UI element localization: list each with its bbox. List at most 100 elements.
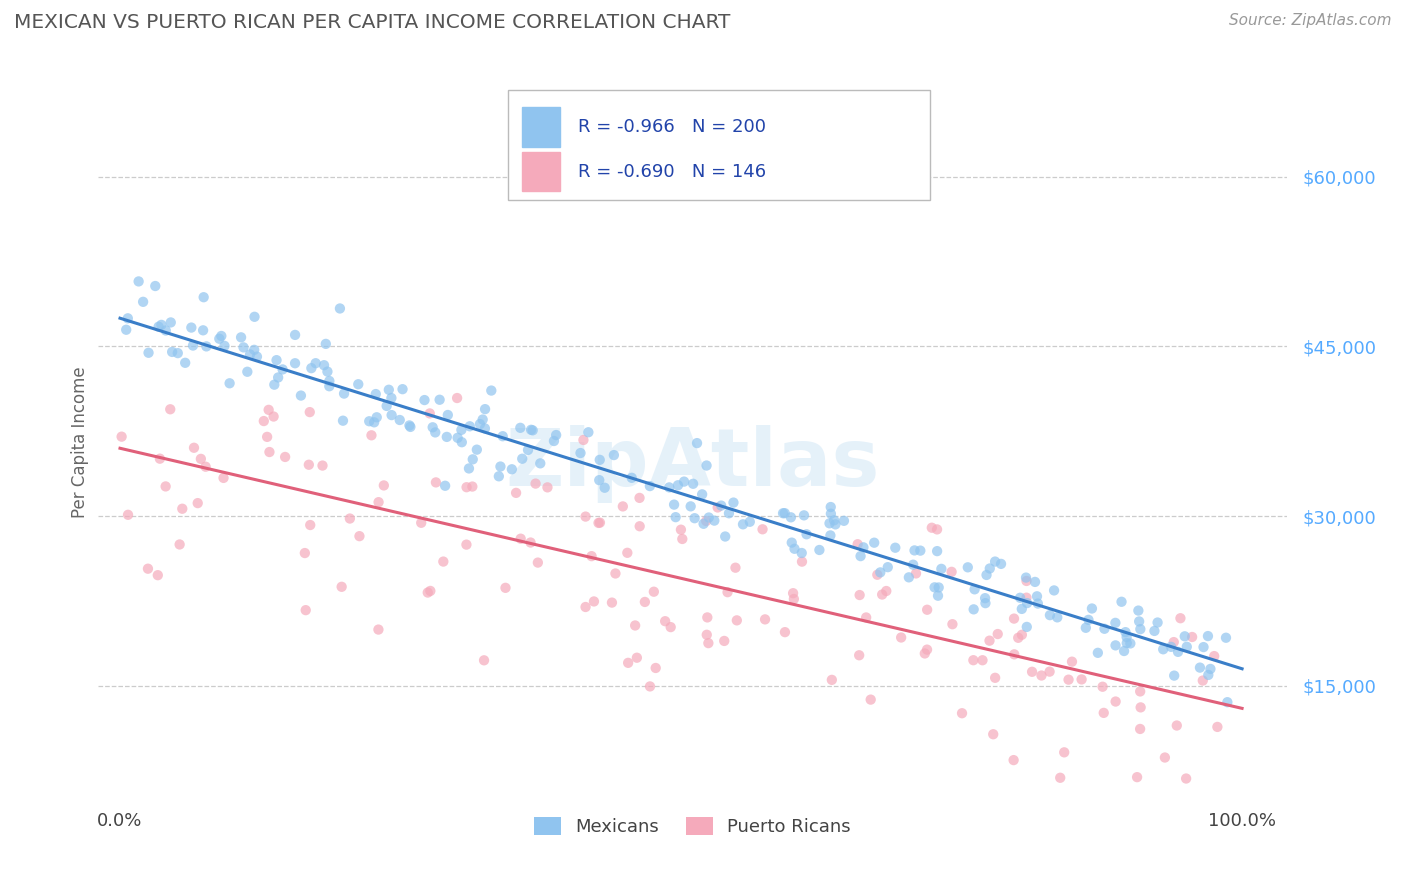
Point	[1104, 615, 1126, 630]
Point	[259, 445, 281, 459]
Point	[963, 582, 986, 597]
Point	[1026, 597, 1049, 611]
Point	[312, 358, 335, 372]
Point	[692, 516, 714, 531]
Text: R = -0.966   N = 200: R = -0.966 N = 200	[578, 118, 766, 136]
Point	[375, 399, 398, 413]
Point	[690, 487, 713, 501]
Point	[172, 501, 194, 516]
Point	[673, 475, 696, 489]
Point	[143, 279, 166, 293]
Point	[1011, 628, 1033, 642]
Point	[1015, 574, 1038, 588]
Point	[488, 469, 510, 483]
Point	[1046, 610, 1069, 624]
Point	[915, 642, 938, 657]
Point	[848, 648, 870, 663]
Point	[924, 580, 946, 594]
Point	[318, 379, 340, 393]
Point	[666, 478, 689, 492]
Point	[1010, 591, 1032, 605]
Point	[128, 274, 150, 288]
Point	[1166, 718, 1188, 732]
Point	[859, 692, 882, 706]
Point	[1204, 649, 1226, 664]
Point	[581, 549, 603, 563]
Point	[284, 356, 307, 370]
Point	[1154, 750, 1177, 764]
Point	[1115, 630, 1137, 644]
Point	[1129, 684, 1152, 698]
Point	[855, 610, 877, 624]
Point	[925, 523, 948, 537]
Point	[194, 459, 217, 474]
Point	[974, 591, 997, 606]
Point	[471, 412, 494, 426]
Point	[1215, 631, 1237, 645]
Point	[1126, 770, 1149, 784]
Point	[257, 402, 280, 417]
Point	[149, 451, 172, 466]
Point	[472, 653, 495, 667]
Point	[1115, 636, 1137, 650]
Point	[823, 513, 845, 527]
Point	[474, 402, 496, 417]
Point	[187, 496, 209, 510]
Point	[987, 627, 1010, 641]
Point	[214, 339, 236, 353]
Point	[263, 377, 285, 392]
Point	[253, 414, 276, 428]
Point	[315, 337, 337, 351]
Point	[193, 290, 215, 304]
Point	[479, 384, 502, 398]
Point	[468, 417, 491, 431]
Point	[1092, 706, 1115, 720]
Point	[274, 450, 297, 464]
Point	[790, 546, 813, 560]
Point	[298, 405, 321, 419]
Point	[915, 603, 938, 617]
Text: ZipAtlas: ZipAtlas	[505, 425, 880, 503]
Point	[546, 428, 568, 442]
Point	[271, 362, 294, 376]
Point	[1031, 668, 1053, 682]
Point	[159, 402, 181, 417]
Point	[654, 614, 676, 628]
Point	[1015, 620, 1038, 634]
Point	[783, 591, 806, 606]
Point	[333, 386, 356, 401]
Point	[846, 537, 869, 551]
Point	[849, 549, 872, 563]
Point	[373, 478, 395, 492]
Point	[1002, 753, 1025, 767]
FancyBboxPatch shape	[508, 90, 931, 201]
Point	[863, 535, 886, 549]
Point	[501, 462, 523, 476]
Point	[294, 546, 316, 560]
Point	[941, 617, 963, 632]
Point	[1143, 624, 1166, 638]
Point	[974, 596, 997, 610]
Point	[1017, 596, 1039, 610]
Point	[510, 451, 533, 466]
Point	[1175, 772, 1198, 786]
Point	[150, 318, 173, 332]
Point	[174, 356, 197, 370]
Point	[903, 543, 925, 558]
Point	[509, 421, 531, 435]
Point	[1191, 673, 1213, 688]
Point	[897, 570, 920, 584]
Point	[509, 532, 531, 546]
Point	[754, 612, 776, 626]
Point	[695, 514, 717, 528]
Point	[380, 391, 402, 405]
Point	[456, 538, 478, 552]
Bar	[522, 153, 560, 192]
Point	[311, 458, 333, 473]
Point	[1060, 655, 1083, 669]
Point	[1128, 615, 1150, 629]
Point	[638, 479, 661, 493]
Point	[956, 560, 979, 574]
Point	[461, 479, 484, 493]
Point	[1104, 694, 1126, 708]
